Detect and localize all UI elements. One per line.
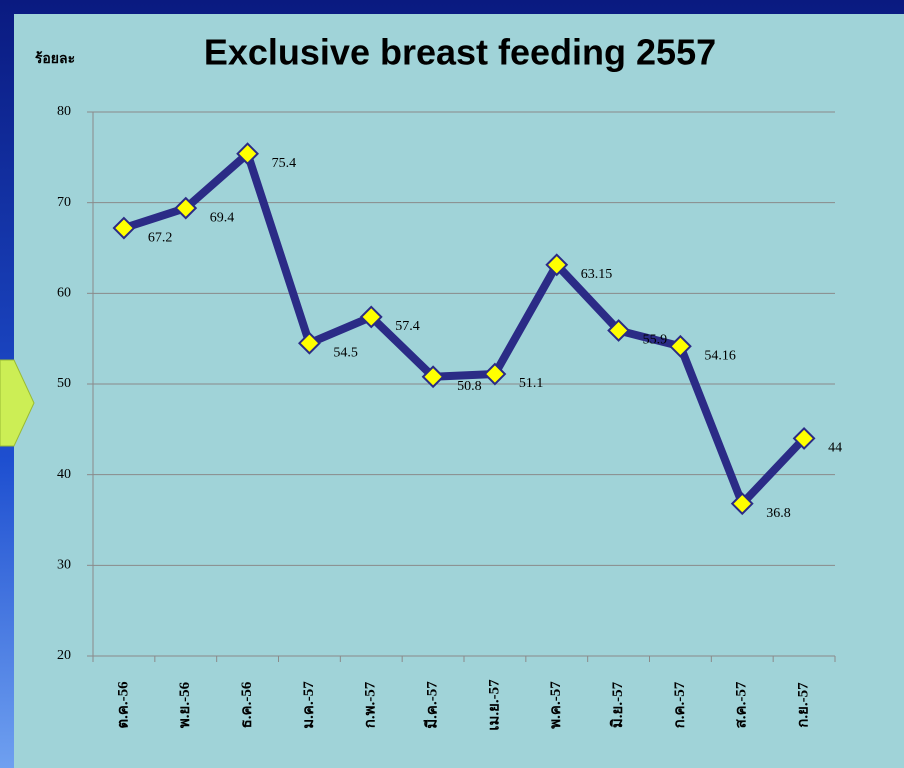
chart-panel	[14, 14, 904, 768]
data-label: 55.9	[643, 333, 668, 348]
chart-title: Exclusive breast feeding 2557	[204, 32, 716, 73]
x-tick-label: พ.ค.-57	[548, 681, 564, 729]
data-label: 51.1	[519, 376, 544, 391]
x-tick-label: ส.ค.-57	[734, 681, 750, 728]
line	[122, 149, 807, 508]
data-label: 50.8	[457, 379, 482, 394]
marker	[298, 331, 321, 355]
data-label: 36.8	[766, 506, 791, 521]
x-tick-label: ม.ค.-57	[301, 681, 317, 729]
marker	[236, 142, 259, 166]
marker	[421, 365, 445, 389]
data-label: 54.5	[333, 345, 358, 360]
x-tick-label: ต.ค.-56	[115, 681, 131, 729]
arrow-decoration	[0, 359, 35, 447]
data-label: 69.4	[210, 210, 235, 225]
y-tick-label: 80	[57, 104, 71, 119]
y-tick-label: 70	[57, 195, 71, 210]
data-label: 54.16	[704, 349, 736, 364]
marker	[359, 305, 383, 329]
x-tick-label: ก.ย.-57	[796, 682, 812, 728]
marker	[545, 253, 569, 277]
marker	[730, 492, 754, 516]
x-tick-label: มิ.ย.-57	[608, 681, 626, 728]
x-tick-label: พ.ย.-56	[177, 681, 193, 728]
data-label: 57.4	[395, 319, 420, 334]
x-tick-label: ธ.ค.-56	[239, 681, 255, 728]
data-label: 67.2	[148, 230, 173, 245]
data-label: 44	[828, 441, 842, 456]
marker	[112, 216, 136, 240]
marker	[607, 319, 630, 342]
marker	[669, 334, 692, 358]
data-label: 63.15	[581, 267, 613, 282]
x-tick-label: เม.ย.-57	[486, 679, 502, 731]
marker	[792, 426, 816, 450]
y-tick-label: 30	[57, 558, 71, 573]
x-tick-label: ก.พ.-57	[363, 681, 379, 728]
y-tick-label: 20	[57, 648, 71, 663]
y-tick-label: 40	[57, 467, 71, 482]
marker	[483, 362, 507, 386]
marker	[174, 196, 198, 220]
x-tick-label: ก.ค.-57	[672, 681, 688, 728]
y-tick-label: 60	[57, 286, 71, 301]
y-axis-label: ร้อยละ	[35, 51, 75, 67]
data-label: 75.4	[272, 156, 297, 171]
x-tick-label: มี.ค.-57	[424, 681, 441, 729]
y-tick-label: 50	[57, 376, 71, 391]
